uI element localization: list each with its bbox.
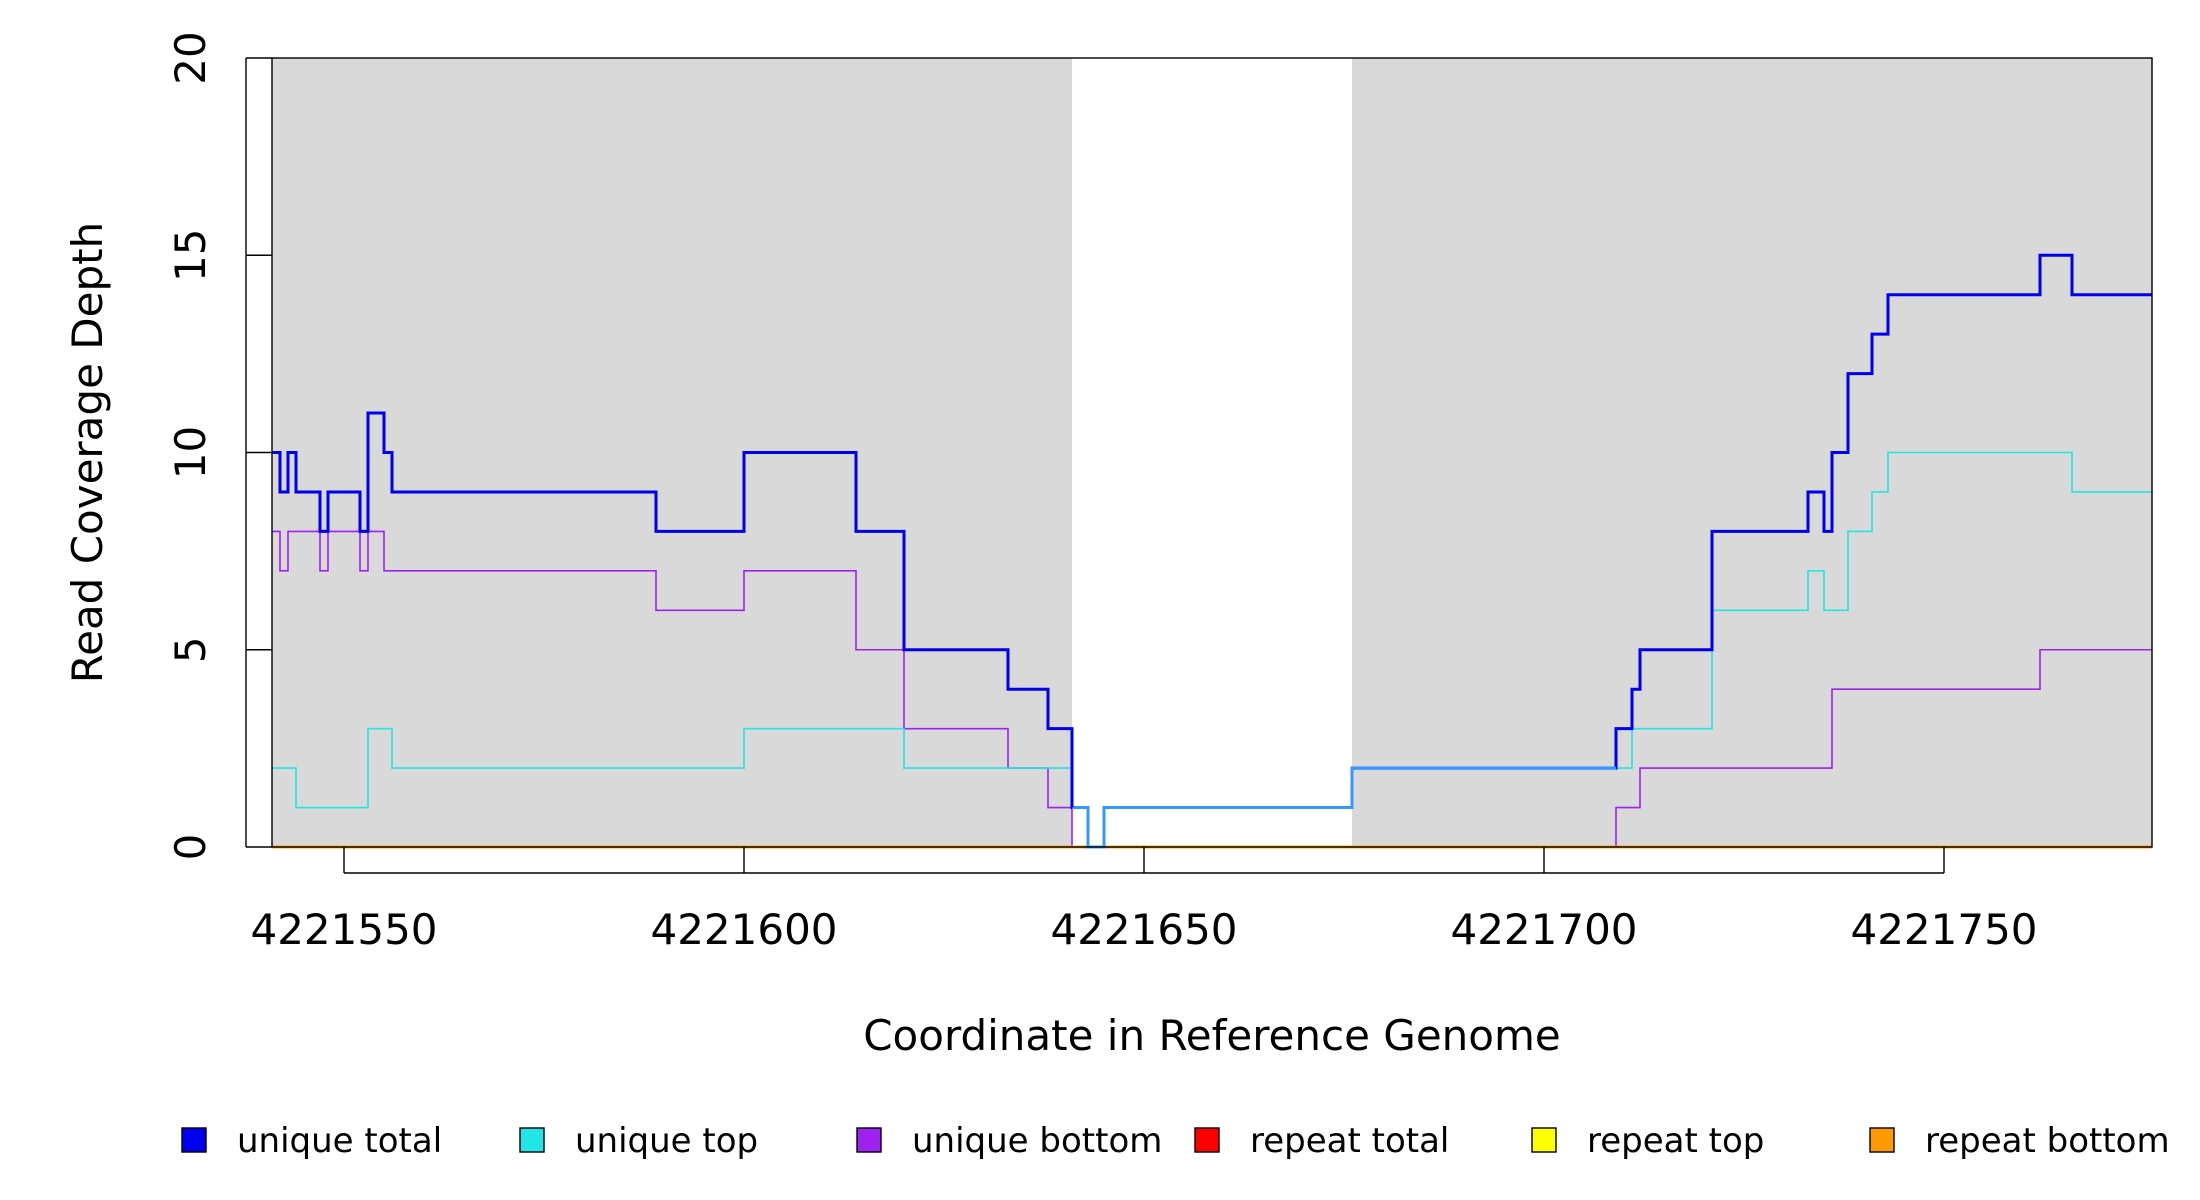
x-tick-label: 4221550 xyxy=(250,905,437,954)
series-line-overlap xyxy=(1072,766,1616,849)
y-tick-label: 10 xyxy=(166,426,215,479)
legend-swatch xyxy=(1194,1127,1220,1153)
legend-swatch xyxy=(856,1127,882,1153)
legend-label: unique top xyxy=(575,1121,758,1161)
series-line-unique-bottom xyxy=(272,530,2152,848)
x-tick-label: 4221650 xyxy=(1050,905,1237,954)
x-tick-label: 4221700 xyxy=(1450,905,1637,954)
legend-swatch xyxy=(181,1127,207,1153)
legend-item-unique-top: unique top xyxy=(519,1121,758,1161)
legend-item-repeat-bottom: repeat bottom xyxy=(1869,1121,2170,1161)
axes: 0 5 10 15 20 4221550 4221600 4221650 4221700 4221… xyxy=(166,31,2038,954)
legend: unique total unique top unique bottom repea… xyxy=(181,1121,2170,1161)
legend-label: unique total xyxy=(237,1121,442,1161)
x-axis-label: Coordinate in Reference Genome xyxy=(863,1011,1561,1060)
x-tick-label: 4221600 xyxy=(650,905,837,954)
legend-item-repeat-total: repeat total xyxy=(1194,1121,1449,1161)
y-tick-label: 5 xyxy=(166,636,215,663)
legend-label: unique bottom xyxy=(912,1121,1162,1161)
shaded-regions xyxy=(272,58,2152,847)
y-tick-label: 15 xyxy=(166,229,215,282)
shaded-region-1 xyxy=(272,58,1072,847)
y-tick-label: 20 xyxy=(166,31,215,84)
legend-label: repeat bottom xyxy=(1925,1121,2170,1161)
x-tick-label: 4221750 xyxy=(1850,905,2037,954)
legend-swatch xyxy=(1869,1127,1895,1153)
legend-item-repeat-top: repeat top xyxy=(1531,1121,1764,1161)
y-axis-label: Read Coverage Depth xyxy=(63,222,112,683)
y-tick-label: 0 xyxy=(166,834,215,861)
legend-label: repeat top xyxy=(1587,1121,1764,1161)
legend-swatch xyxy=(1531,1127,1557,1153)
legend-item-unique-total: unique total xyxy=(181,1121,442,1161)
legend-swatch xyxy=(519,1127,545,1153)
legend-label: repeat total xyxy=(1250,1121,1449,1161)
legend-item-unique-bottom: unique bottom xyxy=(856,1121,1162,1161)
